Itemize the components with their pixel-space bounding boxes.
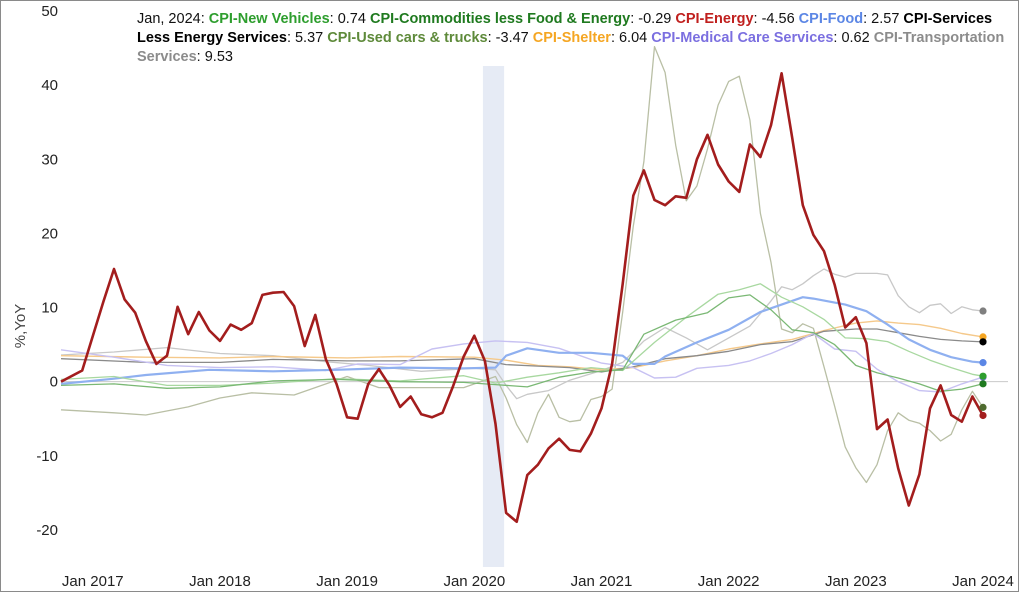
legend-series-name: CPI-Shelter [532, 30, 611, 46]
x-tick-label: Jan 2024 [952, 573, 1014, 590]
end-marker-layer [979, 307, 987, 420]
legend-series-name: CPI-Services Less Energy Services [137, 11, 993, 46]
legend-series-value: : 5.37 [286, 30, 324, 46]
y-tick-label: 50 [41, 3, 58, 20]
x-tick-label: Jan 2022 [698, 573, 760, 590]
y-tick-labels: -20 -10 0 10 20 30 40 50 [36, 3, 58, 539]
legend-series-name: CPI-Used cars & trucks [327, 30, 488, 46]
y-tick-label: 10 [41, 300, 58, 317]
series-line [60, 268, 984, 400]
legend-series-name: CPI-Food [798, 11, 864, 27]
series-end-marker [979, 333, 987, 341]
series-line [60, 296, 984, 385]
y-tick-label: 40 [41, 77, 58, 94]
x-tick-label: Jan 2018 [189, 573, 251, 590]
series-end-marker [979, 372, 987, 380]
x-tick-label: Jan 2021 [571, 573, 633, 590]
legend-series-name: CPI-Medical Care Services [651, 30, 834, 46]
legend-series-value: : 9.53 [196, 49, 233, 65]
legend-series-value: : 6.04 [610, 30, 648, 46]
legend-date-label: Jan, 2024: [137, 11, 205, 27]
y-tick-label: -20 [36, 522, 58, 539]
series-line [60, 320, 984, 371]
legend-series-name: CPI-Energy [675, 11, 754, 27]
y-tick-label: -10 [36, 448, 58, 465]
series-layer [60, 45, 985, 524]
series-end-marker [979, 411, 987, 420]
series-line [60, 294, 984, 392]
x-tick-label: Jan 2019 [316, 573, 378, 590]
legend-series-name: CPI-Transportation Services [137, 30, 1005, 65]
recession-shading [482, 66, 505, 567]
chart-legend: Jan, 2024: CPI-New Vehicles: 0.74 CPI-Co… [137, 10, 1007, 67]
legend-series-value: : 2.57 [863, 11, 900, 27]
y-tick-label: 0 [50, 374, 58, 391]
series-end-marker [979, 307, 987, 315]
legend-series-value: : -0.29 [630, 11, 672, 27]
y-axis-title: %,YoY [12, 304, 29, 348]
series-line [60, 72, 985, 524]
series-end-marker [979, 338, 987, 346]
legend-series-name: CPI-Commodities less Food & Energy [369, 11, 631, 27]
legend-series-value: : -4.56 [753, 11, 795, 27]
x-tick-label: Jan 2023 [825, 573, 887, 590]
series-line [60, 45, 984, 484]
y-tick-label: 20 [41, 225, 58, 242]
series-end-marker [979, 403, 987, 411]
legend-series-name: CPI-New Vehicles [208, 11, 330, 27]
x-tick-label: Jan 2020 [443, 573, 505, 590]
y-tick-label: 30 [41, 151, 58, 168]
series-end-marker [979, 380, 987, 388]
shaded-period-layer [482, 66, 505, 567]
legend-series-value: : 0.62 [833, 30, 870, 46]
x-tick-label: Jan 2017 [62, 573, 124, 590]
series-end-marker [979, 359, 987, 367]
legend-series-value: : -3.47 [487, 30, 529, 46]
x-tick-labels: Jan 2017 Jan 2018 Jan 2019 Jan 2020 Jan 2021… [62, 573, 1014, 590]
legend-series-value: : 0.74 [329, 11, 366, 27]
